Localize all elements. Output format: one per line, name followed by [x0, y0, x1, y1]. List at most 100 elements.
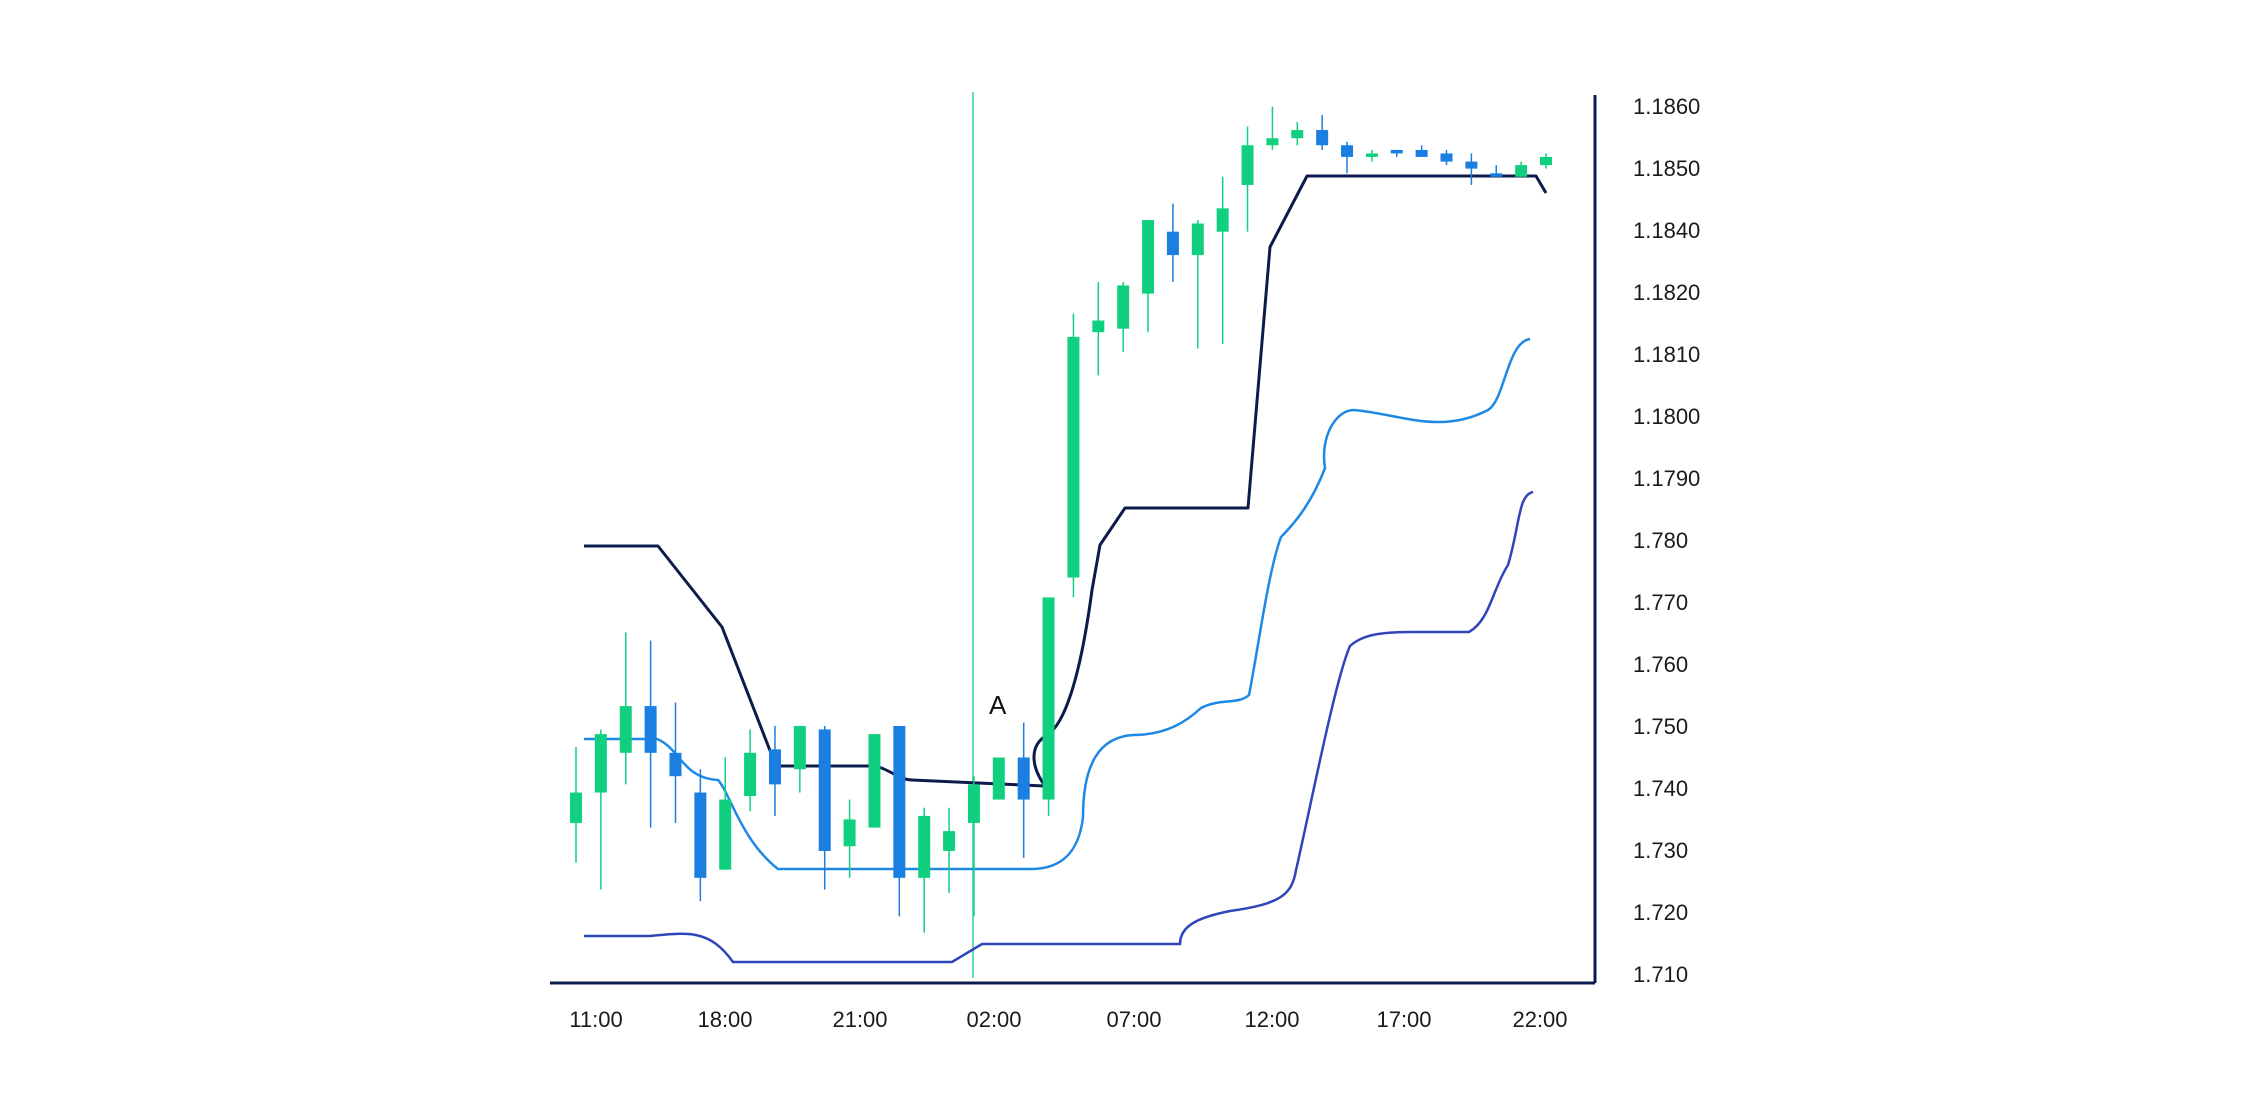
- candle: [1440, 149, 1453, 166]
- candle: [744, 729, 757, 812]
- band-lines-layer: [584, 174, 1548, 964]
- candle: [1316, 114, 1329, 150]
- candles-layer: [570, 106, 1552, 933]
- candle: [1540, 153, 1552, 169]
- candle: [1117, 281, 1130, 353]
- candle: [1191, 220, 1204, 349]
- x-tick-label: 21:00: [832, 1007, 887, 1032]
- y-tick-label: 1.710: [1633, 962, 1688, 987]
- y-tick-label: 1.750: [1633, 714, 1688, 739]
- candle: [843, 799, 856, 878]
- x-tick-label: 11:00: [569, 1007, 622, 1032]
- candle-body: [570, 792, 582, 823]
- candle: [669, 702, 682, 823]
- candle-body: [943, 831, 956, 851]
- axes-layer: [550, 95, 1597, 985]
- candle-body: [992, 757, 1005, 800]
- middle-band-line: [584, 337, 1531, 871]
- candle: [1390, 149, 1403, 157]
- candle: [619, 632, 632, 785]
- candle-body: [694, 792, 707, 878]
- candle: [594, 729, 607, 890]
- candle: [893, 725, 906, 917]
- x-tick-labels: 11:00 18:00 21:00 02:00 07:00 12:00 17:00 22:00: [569, 1007, 1567, 1032]
- candle-body: [918, 815, 931, 878]
- candle: [1465, 153, 1478, 185]
- y-tick-label: 1.770: [1633, 590, 1688, 615]
- candle-body: [1042, 597, 1055, 800]
- candle-body: [1515, 165, 1528, 177]
- candle: [1341, 141, 1354, 174]
- x-tick-label: 17:00: [1376, 1007, 1431, 1032]
- candle-body: [1092, 320, 1105, 333]
- candle-body: [1216, 208, 1229, 232]
- candle: [644, 640, 657, 828]
- candle-body: [1241, 145, 1254, 185]
- y-tick-label: 1.1790: [1633, 466, 1700, 491]
- candle: [768, 725, 781, 816]
- candle-body: [669, 752, 682, 777]
- x-tick-label: 07:00: [1106, 1007, 1161, 1032]
- candle-body: [1365, 153, 1378, 157]
- candle-body: [1291, 130, 1304, 139]
- candle: [868, 734, 881, 828]
- candle-body: [868, 734, 881, 828]
- candle: [570, 746, 582, 863]
- candle: [1166, 203, 1179, 282]
- candle: [967, 776, 980, 917]
- candle: [943, 807, 956, 894]
- candle: [992, 757, 1005, 800]
- candle: [1142, 220, 1155, 333]
- y-tick-label: 1.1810: [1633, 342, 1700, 367]
- candle-body: [1490, 173, 1503, 177]
- candle: [1241, 126, 1254, 232]
- x-tick-label: 02:00: [966, 1007, 1021, 1032]
- candle: [1490, 165, 1503, 177]
- y-tick-labels: 1.1860 1.1850 1.1840 1.1820 1.1810 1.1800 1.17…: [1633, 94, 1700, 987]
- candle-body: [1540, 156, 1552, 166]
- candle-body: [1142, 220, 1155, 294]
- candle: [818, 725, 831, 890]
- y-tick-label: 1.1860: [1633, 94, 1700, 119]
- candle-body: [1316, 130, 1329, 146]
- candle: [1266, 106, 1279, 150]
- candle-body: [1067, 336, 1080, 578]
- candle: [1216, 176, 1229, 344]
- x-tick-label: 12:00: [1244, 1007, 1299, 1032]
- candle-body: [967, 784, 980, 823]
- y-tick-label: 1.720: [1633, 900, 1688, 925]
- candle: [918, 807, 931, 933]
- candle-body: [818, 729, 831, 851]
- y-tick-label: 1.730: [1633, 838, 1688, 863]
- y-tick-label: 1.760: [1633, 652, 1688, 677]
- candle-body: [1390, 149, 1403, 154]
- candle-body: [1465, 161, 1478, 169]
- lower-band-line: [584, 490, 1534, 964]
- candle: [1017, 722, 1030, 858]
- candle-body: [1440, 153, 1453, 162]
- candle: [1365, 149, 1378, 162]
- candle-body: [1415, 149, 1428, 157]
- y-tick-label: 1.740: [1633, 776, 1688, 801]
- y-tick-label: 1.1820: [1633, 280, 1700, 305]
- x-tick-label: 18:00: [697, 1007, 752, 1032]
- candle: [719, 757, 732, 870]
- candle: [1515, 161, 1528, 177]
- candle-body: [644, 706, 657, 753]
- candle-body: [1266, 138, 1279, 146]
- candle-body: [1191, 223, 1204, 256]
- candle: [1067, 313, 1080, 598]
- candle-body: [843, 819, 856, 847]
- upper-band-line: [584, 174, 1548, 788]
- candle: [694, 769, 707, 902]
- y-tick-label: 1.780: [1633, 528, 1688, 553]
- x-tick-label: 22:00: [1512, 1007, 1567, 1032]
- candle-body: [793, 725, 806, 770]
- candle: [1092, 281, 1105, 376]
- candle-body: [768, 749, 781, 785]
- candle: [793, 725, 806, 793]
- candle-body: [744, 752, 757, 797]
- candle-body: [719, 799, 732, 870]
- candle-body: [1017, 757, 1030, 800]
